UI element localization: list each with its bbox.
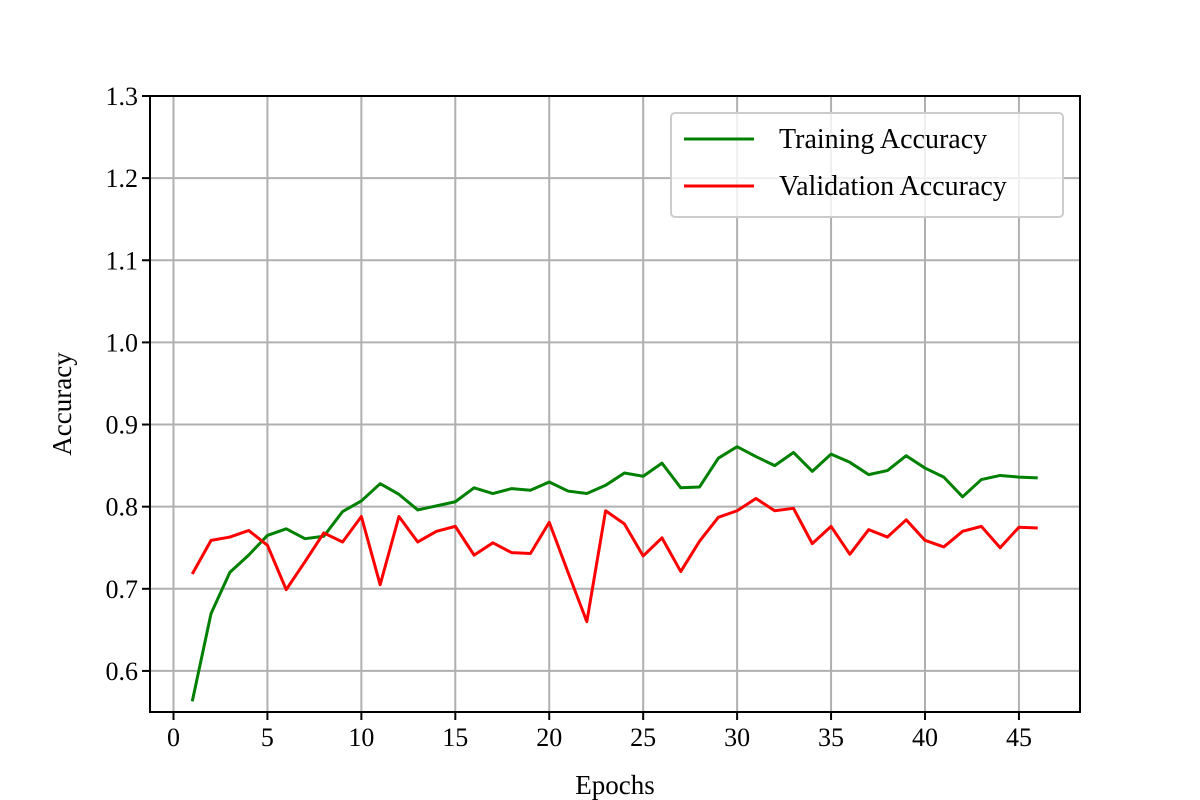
x-tick-label: 25 (630, 723, 656, 752)
y-tick-label: 1.1 (106, 246, 139, 275)
x-tick-label: 0 (167, 723, 180, 752)
x-tick-label: 40 (912, 723, 938, 752)
x-tick-label: 35 (818, 723, 844, 752)
x-tick-label: 10 (348, 723, 374, 752)
y-tick-label: 0.7 (106, 575, 139, 604)
legend-label: Validation Accuracy (779, 171, 1007, 202)
y-tick-label: 0.8 (106, 493, 139, 522)
y-tick-label: 0.6 (106, 657, 139, 686)
x-tick-label: 45 (1006, 723, 1032, 752)
series-line-training-accuracy (190, 445, 1038, 702)
plot-frame (149, 95, 1081, 713)
x-tick-label: 15 (442, 723, 468, 752)
y-tick-label: 0.9 (106, 411, 139, 440)
x-tick-label: 30 (724, 723, 750, 752)
y-tick-label: 1.2 (106, 164, 139, 193)
series-lines (190, 445, 1038, 702)
series-line-validation-accuracy (190, 496, 1038, 624)
legend-label: Training Accuracy (779, 124, 987, 155)
y-tick-label: 1.3 (106, 82, 139, 111)
x-tick-label: 20 (536, 723, 562, 752)
x-axis-title: Epochs (575, 770, 654, 800)
x-tick-label: 5 (261, 723, 274, 752)
axis-ticks: 0 5 10 15 20 25 30 35 40 45 0.6 0.7 0.8 0.9 1.0 1.1 1.2 1… (106, 82, 1032, 752)
y-axis-title: Accuracy (47, 352, 77, 456)
legend: Training Accuracy Validation Accuracy (670, 112, 1064, 218)
y-tick-label: 1.0 (106, 328, 139, 357)
legend-box (670, 112, 1064, 218)
